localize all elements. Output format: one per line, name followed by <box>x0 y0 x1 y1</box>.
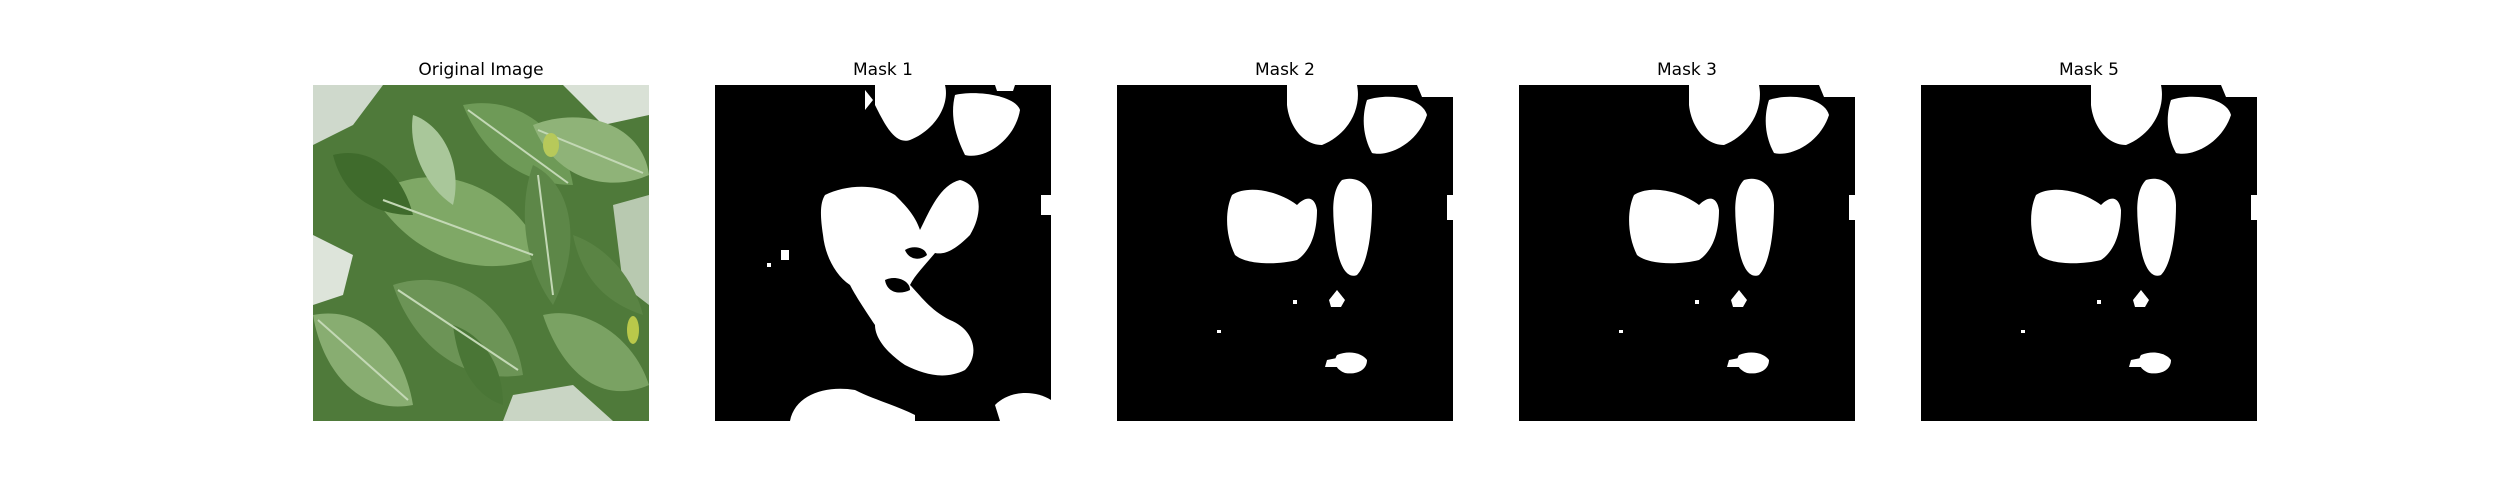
panel-title: Mask 3 <box>1656 60 1717 80</box>
leaf-photo-image <box>313 85 649 421</box>
panel-title: Mask 2 <box>1254 60 1315 80</box>
mask-3-image <box>1519 85 1855 421</box>
panel-title: Mask 1 <box>852 60 913 80</box>
mask-image <box>1117 85 1453 421</box>
mask-5-image <box>1921 85 2257 421</box>
mask-2-image <box>1117 85 1453 421</box>
original-photo <box>313 85 649 421</box>
panel-title: Mask 5 <box>2058 60 2119 80</box>
mask-1-image <box>715 85 1051 421</box>
mask-image <box>1921 85 2257 421</box>
panel-title: Original Image <box>418 60 544 80</box>
mask-image <box>1519 85 1855 421</box>
mask-image <box>715 85 1051 421</box>
